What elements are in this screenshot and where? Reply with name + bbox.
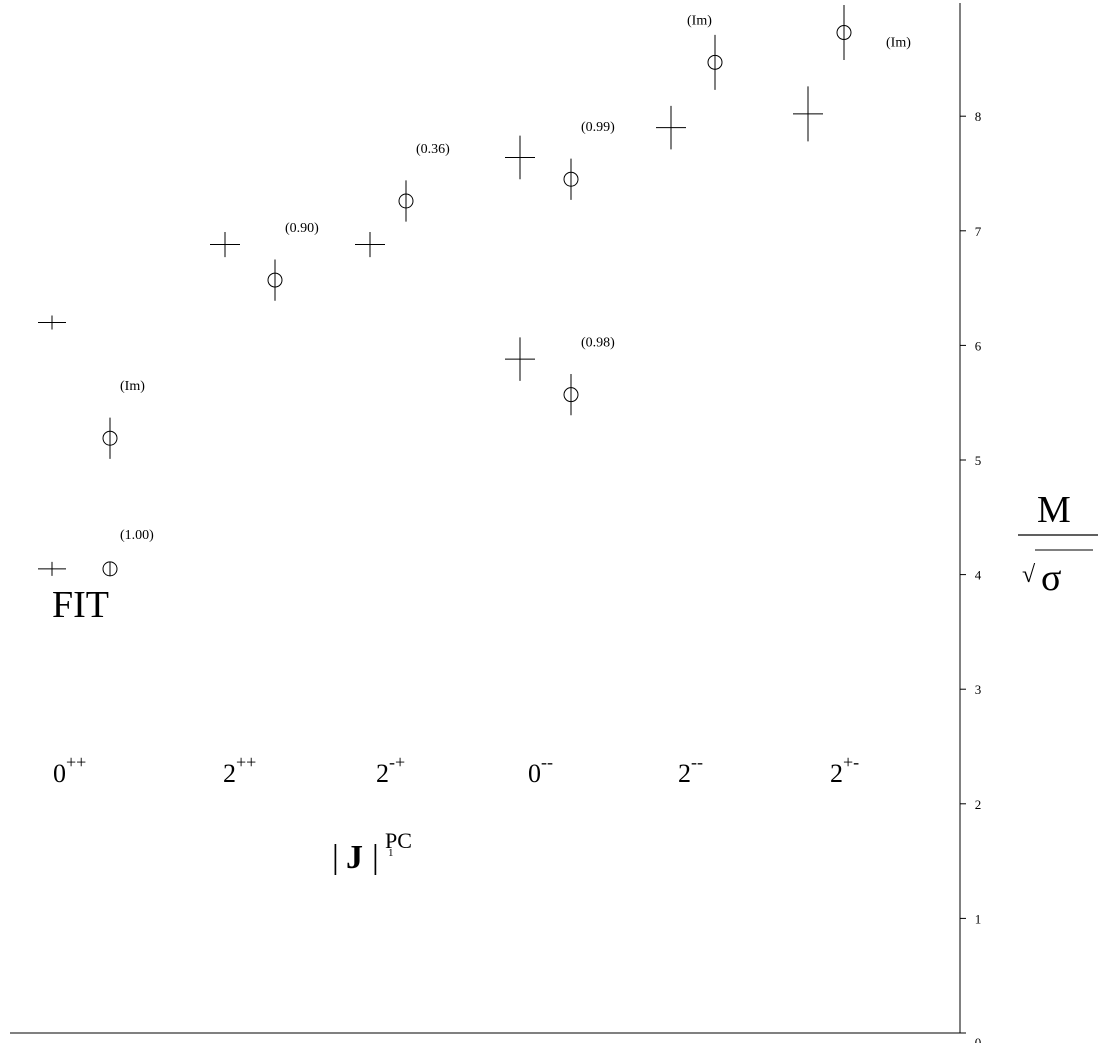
circle-point xyxy=(102,417,118,459)
x-label-bar-right: | xyxy=(372,839,379,876)
circle-point xyxy=(563,158,579,200)
category-label: 0++ xyxy=(53,752,86,788)
point-annotations: (1.00) (Im) (0.90) (0.36) (0.98) (0.99) (Im) (I… xyxy=(120,13,911,543)
y-tick-label: 2 xyxy=(975,797,982,812)
cross-point xyxy=(38,315,66,330)
cross-point xyxy=(505,135,535,180)
circle-point xyxy=(707,34,723,90)
y-tick-label: 3 xyxy=(975,682,982,697)
y-label-denominator: σ xyxy=(1041,557,1061,599)
point-annotation: (Im) xyxy=(886,36,911,51)
fit-label: FIT xyxy=(52,584,109,626)
y-tick-label: 1 xyxy=(975,911,982,926)
circle-point xyxy=(102,561,118,577)
data-points xyxy=(38,5,852,577)
y-tick-label: 8 xyxy=(975,109,982,124)
y-tick-label: 6 xyxy=(975,338,982,353)
point-annotation: (0.36) xyxy=(416,142,450,157)
category-label: 0-- xyxy=(528,752,553,788)
y-label-radical: √ xyxy=(1022,562,1036,588)
cross-point xyxy=(210,231,240,258)
point-annotation: (0.90) xyxy=(285,221,319,236)
cross-point xyxy=(505,337,535,381)
circle-point xyxy=(563,374,579,416)
point-annotation: (Im) xyxy=(687,13,712,28)
x-label-bar-left: | xyxy=(332,839,339,876)
category-labels: 0++ 2++ 2-+ 0-- 2-- 2+- xyxy=(53,752,859,788)
circle-point xyxy=(398,180,414,222)
cross-point xyxy=(355,231,385,258)
cross-point xyxy=(793,86,823,142)
point-annotation: (0.99) xyxy=(581,120,615,135)
circle-point xyxy=(267,259,283,301)
cross-point xyxy=(656,105,686,150)
y-axis-label: M √ σ xyxy=(1018,489,1098,599)
y-tick-label: 4 xyxy=(975,568,982,583)
category-label: 2-- xyxy=(678,752,703,788)
category-label: 2+- xyxy=(830,752,859,788)
cross-point xyxy=(38,561,66,576)
x-axis-label: | J | PC 1 xyxy=(332,828,412,876)
x-label-subscript: 1 xyxy=(388,847,394,859)
y-tick-label: 7 xyxy=(975,224,982,239)
y-tick-label: 5 xyxy=(975,453,982,468)
y-label-numerator: M xyxy=(1037,489,1071,531)
category-label: 2-+ xyxy=(376,752,405,788)
point-annotation: (0.98) xyxy=(581,336,615,351)
category-label: 2++ xyxy=(223,752,256,788)
x-label-j: J xyxy=(346,839,363,876)
y-tick-label: 0 xyxy=(975,1035,982,1043)
x-label-pc: PC xyxy=(385,828,412,853)
y-axis-ticks: 0 1 2 3 4 5 6 7 8 xyxy=(960,109,982,1043)
point-annotation: (1.00) xyxy=(120,528,154,543)
point-annotation: (Im) xyxy=(120,379,145,394)
circle-point xyxy=(836,5,852,61)
